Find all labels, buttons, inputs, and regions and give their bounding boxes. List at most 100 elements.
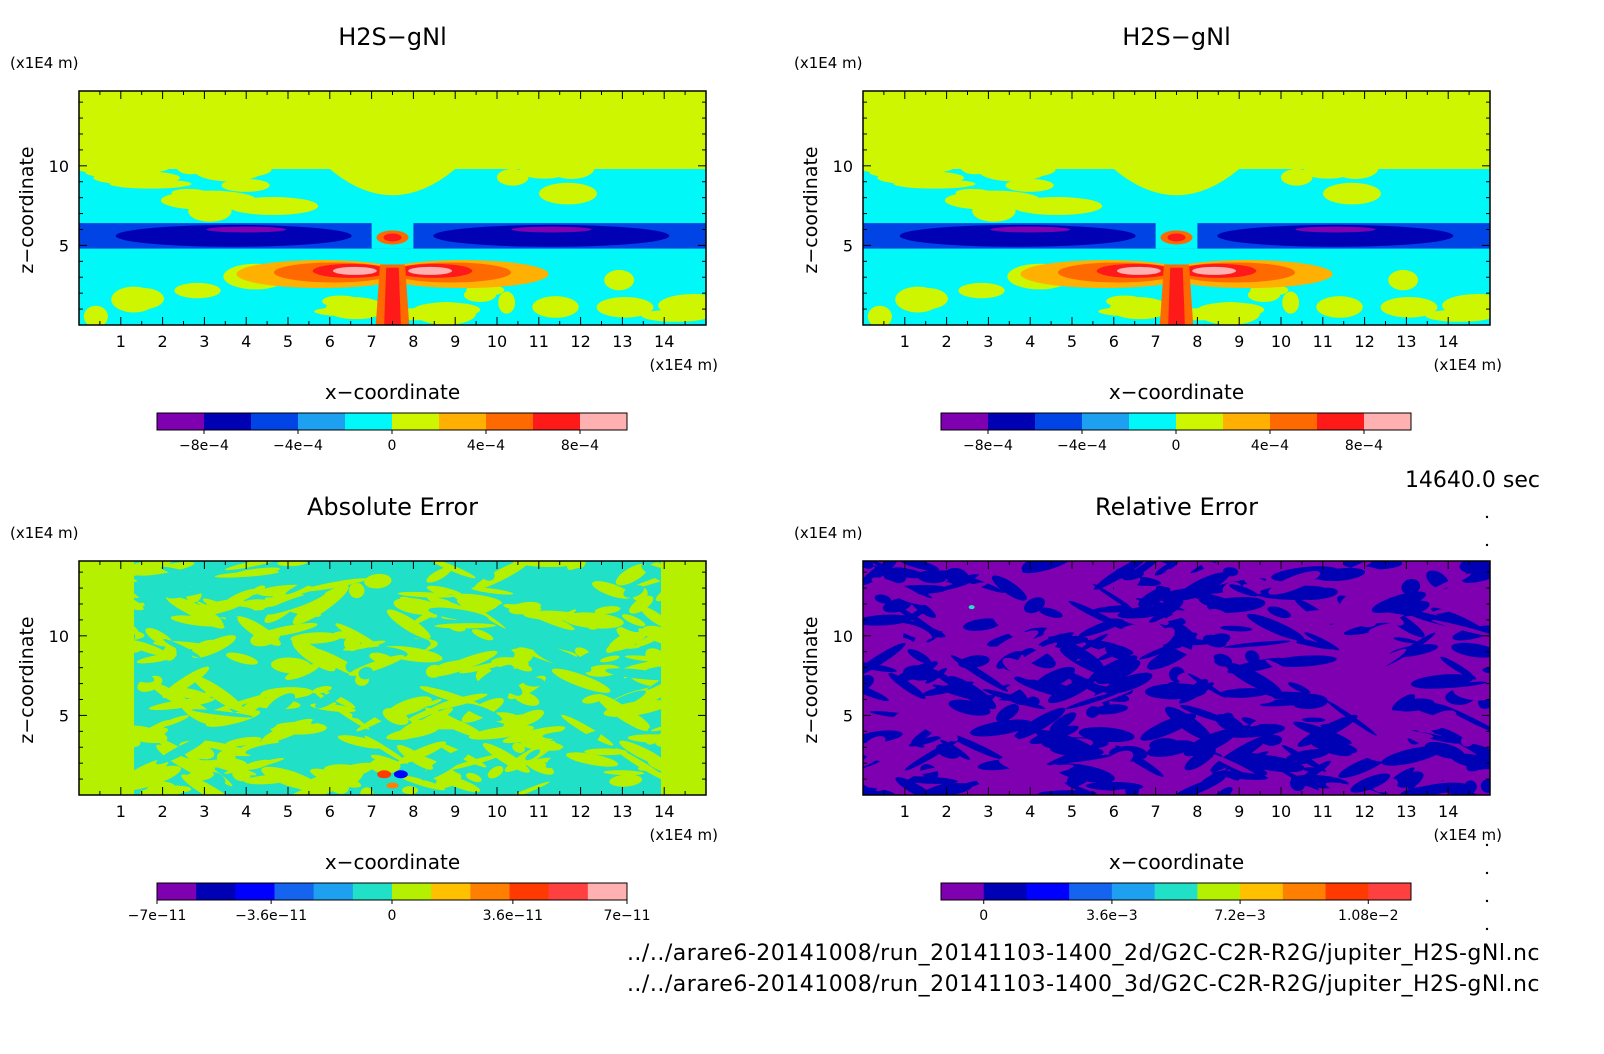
error-blob [871,577,927,606]
error-blob [623,585,644,598]
x-tick-label: 9 [450,332,460,351]
error-blob [925,668,947,684]
colorbar-swatch [392,413,440,430]
chart-title: H2S−gNl [338,23,447,51]
error-blob [397,591,455,598]
error-blob [1289,693,1328,710]
error-blob [1269,655,1337,668]
error-blob [483,640,515,655]
field-dark-band-right [1217,224,1454,247]
colorbar-swatch [439,413,487,430]
y-unit-label: (x1E4 m) [10,524,79,542]
error-blob [565,752,619,767]
error-blob [1482,667,1490,674]
field-purple-right [1295,226,1376,233]
colorbar-swatch [1154,883,1198,900]
error-blob [1286,749,1330,761]
error-blob [1453,685,1490,701]
error-blob [1383,710,1408,720]
colorbar-tick-label: 7e−11 [603,908,650,924]
error-blob [1197,651,1215,667]
field-blob [160,190,257,211]
field-purple-right [511,226,592,233]
colorbar-swatch [204,413,252,430]
colorbar-swatch [1129,413,1177,430]
error-blob [130,580,182,598]
error-blob [863,614,913,626]
error-blob [958,655,990,669]
colorbar-swatch [1270,413,1318,430]
error-blob [487,765,504,779]
y-tick-label: 5 [843,706,853,725]
error-blob [865,736,886,750]
error-blob [1225,662,1283,695]
error-blob [191,709,253,718]
x-tick-label: 13 [612,802,632,821]
x-unit-label: (x1E4 m) [1433,356,1502,374]
colorbar-swatch [1035,413,1083,430]
error-blob [1065,691,1119,710]
colorbar-tick-label: −8e−4 [179,438,229,454]
field-blob [498,291,516,314]
colorbar-swatch [580,413,628,430]
error-blob [216,750,236,766]
error-blob [1022,561,1071,574]
colorbar-swatch [1026,883,1070,900]
error-blob [1064,782,1113,795]
error-blob [1245,650,1260,664]
error-blob [1143,627,1175,652]
x-tick-label: 2 [942,802,952,821]
x-tick-label: 12 [1354,802,1374,821]
error-blob [480,658,513,670]
y-tick-label: 5 [843,236,853,255]
error-blob [402,786,419,795]
x-tick-label: 8 [408,332,418,351]
field-blob [188,200,232,222]
error-blob [1316,567,1366,582]
error-blob [863,744,890,762]
error-blob [1440,704,1490,735]
error-blob [421,747,471,781]
margin-dot [1485,843,1489,847]
error-blob [1165,569,1182,581]
x-tick-label: 8 [408,802,418,821]
error-blob [996,704,1020,723]
error-blob [888,695,947,727]
error-blob [1451,642,1490,658]
colorbar-tick-label: 0 [1172,438,1181,454]
error-blob [1345,710,1392,730]
colorbar-swatch [1069,883,1113,900]
abs-right-edge [661,561,706,795]
error-blob [266,693,296,715]
x-axis-label: x−coordinate [1109,380,1244,404]
error-blob [511,561,575,568]
x-tick-label: 4 [241,802,251,821]
error-blob [1234,751,1279,764]
x-axis-label: x−coordinate [1109,850,1244,874]
error-blob [1198,597,1214,607]
error-blob [1091,704,1129,715]
margin-dot [1485,899,1489,903]
error-blob [606,640,624,653]
error-blob [1088,655,1138,682]
colorbar-tick-label: 7.2e−3 [1214,908,1266,924]
x-tick-label: 3 [199,332,209,351]
x-tick-label: 10 [1271,332,1291,351]
error-blob [225,652,259,665]
error-blob [621,614,646,627]
x-tick-label: 3 [983,802,993,821]
x-tick-label: 4 [241,332,251,351]
field-blob [176,159,207,175]
error-blob [523,677,545,687]
field-blob [1005,178,1054,192]
error-blob [1161,766,1189,776]
error-blob [970,719,1032,737]
colorbar-swatch [509,883,550,900]
colorbar-swatch [313,883,354,900]
x-tick-label: 6 [1109,332,1119,351]
field-blob [314,306,385,317]
field-blob [221,178,270,192]
